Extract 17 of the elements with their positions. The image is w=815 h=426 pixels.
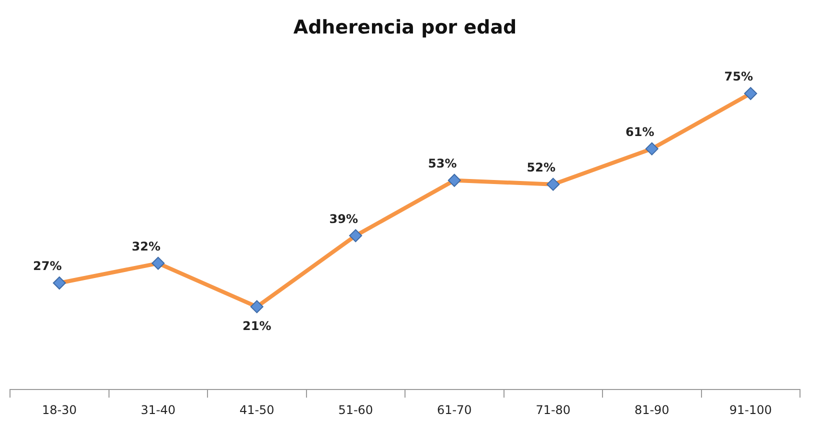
chart-title: Adherencia por edad [293,16,517,38]
x-tick-label: 31-40 [140,402,176,417]
x-tick-label: 51-60 [338,402,374,417]
x-tick-label: 91-100 [729,402,772,417]
x-tick-label: 71-80 [536,402,571,417]
data-label: 52% [526,160,556,174]
data-label: 27% [33,259,62,274]
x-tick-label: 81-90 [634,402,670,417]
x-tick-label: 41-50 [239,402,274,417]
x-tick-label: 18-30 [42,402,77,417]
data-label: 32% [132,239,160,254]
data-label: 75% [724,70,753,84]
data-label: 61% [626,124,654,139]
x-tick-label: 61-70 [436,402,472,417]
data-label: 21% [242,318,272,333]
data-label: 53% [428,156,457,171]
data-label: 39% [329,212,358,226]
